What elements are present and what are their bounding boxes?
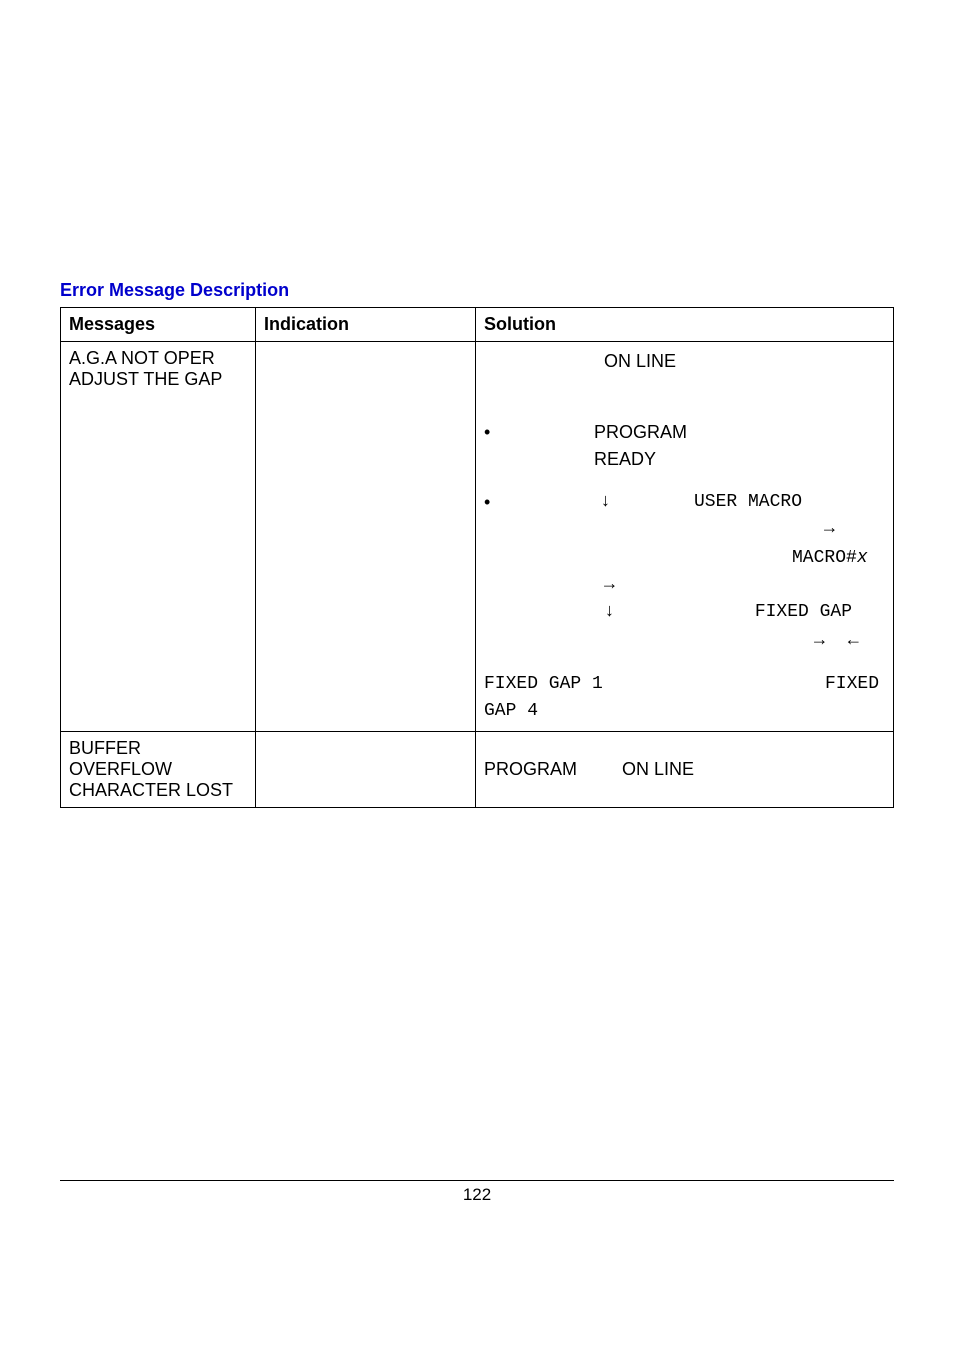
solution-text: READY: [514, 446, 885, 473]
arrow-right-icon: →: [514, 516, 885, 543]
solution-text: FIXED GAP 1: [484, 671, 603, 698]
cell-messages: A.G.A NOT OPER ADJUST THE GAP: [61, 342, 256, 732]
message-line-1: A.G.A NOT OPER: [69, 348, 215, 368]
solution-text: FIXED: [825, 671, 885, 698]
arrow-right-icon: →: [814, 631, 825, 651]
error-message-table: Messages Indication Solution A.G.A NOT O…: [60, 307, 894, 808]
cell-indication: [256, 732, 476, 808]
solution-text: MACRO#: [792, 548, 857, 568]
solution-text: FIXED GAP: [615, 599, 852, 626]
section-title: Error Message Description: [60, 280, 894, 301]
solution-text: x: [857, 548, 868, 568]
solution-text: PROGRAM: [484, 759, 577, 779]
solution-text: ON LINE: [582, 759, 694, 779]
header-indication: Indication: [256, 308, 476, 342]
cell-solution: PROGRAM ON LINE: [476, 732, 894, 808]
message-line-2: CHARACTER LOST: [69, 780, 233, 800]
table-row: BUFFER OVERFLOW CHARACTER LOST PROGRAM O…: [61, 732, 894, 808]
solution-text: USER MACRO: [604, 489, 802, 516]
solution-text: PROGRAM: [514, 419, 885, 446]
arrow-right-icon: →: [514, 572, 885, 599]
cell-messages: BUFFER OVERFLOW CHARACTER LOST: [61, 732, 256, 808]
message-line-2: ADJUST THE GAP: [69, 369, 222, 389]
table-row: A.G.A NOT OPER ADJUST THE GAP ON LINE • …: [61, 342, 894, 732]
solution-text: ON LINE: [484, 348, 885, 375]
table-header-row: Messages Indication Solution: [61, 308, 894, 342]
bullet-icon: •: [484, 489, 514, 516]
page-number: 122: [60, 1181, 894, 1205]
header-messages: Messages: [61, 308, 256, 342]
bullet-icon: •: [484, 419, 514, 446]
message-line-1: BUFFER OVERFLOW: [69, 738, 172, 779]
page-footer: 122: [60, 1180, 894, 1205]
document-page: Error Message Description Messages Indic…: [0, 0, 954, 808]
arrow-down-icon: ↓: [514, 599, 615, 626]
solution-text: GAP 4: [484, 698, 885, 725]
header-solution: Solution: [476, 308, 894, 342]
arrow-left-icon: ←: [830, 631, 859, 651]
cell-solution: ON LINE • PROGRAM READY •: [476, 342, 894, 732]
arrow-down-icon: ↓: [514, 489, 604, 516]
cell-indication: [256, 342, 476, 732]
